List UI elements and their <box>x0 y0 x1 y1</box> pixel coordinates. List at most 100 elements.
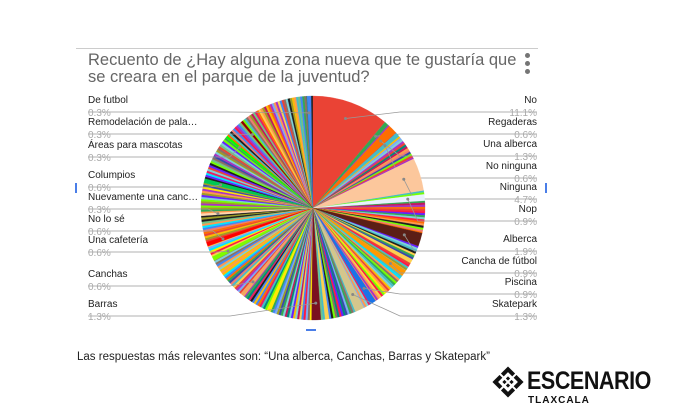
slice-label: No 11.1% <box>509 95 537 119</box>
slice-label-name: Barras <box>88 299 118 310</box>
slice-label: Áreas para mascotas 0.3% <box>88 140 183 164</box>
pie-slice-regaderas <box>312 121 389 209</box>
slice-label-percent: 1.3% <box>88 312 111 323</box>
slice-label-percent: 0.6% <box>514 174 537 185</box>
leader-dot <box>379 139 383 143</box>
slice-label-name: Cancha de fútbol <box>461 256 537 267</box>
slice-label: Remodelación de pala… 0.3% <box>88 117 198 141</box>
pie-slice-una-alberca <box>312 125 397 209</box>
slice-label-name: Una alberca <box>483 139 537 150</box>
slice-label-percent: 0.9% <box>514 269 537 280</box>
slice-label-percent: 0.6% <box>88 248 111 259</box>
slice-label-percent: 0.3% <box>88 130 111 141</box>
leader-line <box>363 288 537 295</box>
slice-label-name: Nuevamente una canc… <box>88 192 199 203</box>
slice-label-name: Regaderas <box>488 117 537 128</box>
brand-subtitle: TLAXCALA <box>528 395 590 406</box>
slice-label: De futbol 0.3% <box>88 95 128 119</box>
leader-dot <box>216 212 220 216</box>
pie-slice-no <box>312 95 386 209</box>
slice-label: No ninguna 0.6% <box>486 161 537 185</box>
slice-label: Piscina 0.9% <box>505 277 537 301</box>
slice-label-percent: 0.9% <box>514 290 537 301</box>
leader-line <box>345 111 537 119</box>
slice-label: Columpios 0.6% <box>88 170 135 194</box>
leader-dot <box>226 249 230 253</box>
slice-label-name: Skatepark <box>491 299 537 310</box>
slice-label-percent: 0.3% <box>88 153 111 164</box>
pie-slice--reas-para-mascotas <box>225 135 314 209</box>
resize-handle-right[interactable] <box>545 183 547 193</box>
leader-line <box>88 281 254 287</box>
slice-label-name: No lo sé <box>88 214 125 225</box>
slice-label: Canchas 0.6% <box>88 269 127 293</box>
pie-slice-nuevamente-una-canc- <box>200 207 314 216</box>
slice-label-name: Remodelación de pala… <box>88 117 198 128</box>
slice-label: Ninguna 4.7% <box>500 182 537 206</box>
leader-dot <box>250 132 254 136</box>
leader-line <box>88 250 229 253</box>
leader-line <box>88 184 221 188</box>
leader-line <box>390 263 537 274</box>
slice-label: Una cafetería 0.6% <box>88 235 148 259</box>
slice-label-name: De futbol <box>88 95 129 106</box>
slice-label-percent: 0.6% <box>514 130 537 141</box>
pie-slice-canchas <box>240 207 314 297</box>
pie-slice-barras <box>311 207 321 321</box>
pie-slice-de-futbol <box>306 95 314 209</box>
leader-line <box>88 230 224 240</box>
slice-label: Nop 0.9% <box>514 204 537 228</box>
slice-label: Cancha de fútbol 0.9% <box>461 256 537 280</box>
leader-dot <box>307 111 311 115</box>
resize-handle-left[interactable] <box>75 183 77 193</box>
slice-label-name: Áreas para mascotas <box>88 140 183 151</box>
pie-slice-remodelaci-n-de-pala- <box>240 120 314 209</box>
leader-line <box>88 302 316 317</box>
caption: Las respuestas más relevantes son: “Una … <box>77 351 490 363</box>
slice-label-name: Nop <box>518 204 537 215</box>
slice-label-name: Canchas <box>88 269 128 280</box>
slice-label-percent: 0.3% <box>88 108 111 119</box>
slice-label: Nuevamente una canc… 0.3% <box>88 192 198 216</box>
leader-dot <box>374 134 378 138</box>
leader-line <box>88 147 240 158</box>
slice-label-percent: 1.3% <box>514 152 537 163</box>
pie-slice-piscina <box>312 207 376 305</box>
leader-line <box>88 111 309 114</box>
leader-dot <box>351 293 355 297</box>
leader-dot <box>344 117 348 121</box>
leader-dot <box>406 197 410 201</box>
brand-name: ESCENARIO <box>527 367 651 395</box>
leader-dot <box>402 177 406 181</box>
slice-label-name: Ninguna <box>499 182 537 193</box>
pie-slice-no-ninguna <box>312 132 400 209</box>
slice-label: Barras 1.3% <box>88 299 117 323</box>
leader-dot <box>388 261 392 265</box>
slice-label-percent: 0.6% <box>88 282 111 293</box>
slice-label-percent: 0.6% <box>88 227 111 238</box>
slice-label-name: Una cafetería <box>88 235 149 246</box>
leader-dot <box>362 286 366 290</box>
pie-slice-ninguna <box>312 158 424 209</box>
pie-slice-nop <box>312 194 425 209</box>
slice-label: Skatepark 1.3% <box>492 299 537 323</box>
slice-label-percent: 0.3% <box>88 205 111 216</box>
chart-menu-button[interactable] <box>525 53 531 77</box>
leader-dot <box>402 233 406 237</box>
chart-title: Recuento de ¿Hay alguna zona nueva que t… <box>88 51 517 86</box>
slice-label-name: Alberca <box>503 234 537 245</box>
slice-label-percent: 1.3% <box>514 312 537 323</box>
resize-handle-bottom[interactable] <box>306 329 316 331</box>
slice-label-name: No ninguna <box>485 161 537 172</box>
leader-line <box>88 208 219 215</box>
slice-label: Una alberca 1.3% <box>483 139 537 163</box>
slice-label-name: No <box>524 95 537 106</box>
slice-label-name: Piscina <box>504 277 537 288</box>
escenario-logo-icon <box>492 366 524 398</box>
leader-line <box>352 294 537 317</box>
leader-dot <box>238 145 242 149</box>
leader-line <box>407 198 537 222</box>
slice-label-percent: 11.1% <box>509 108 537 119</box>
chart-top-border <box>76 48 538 49</box>
